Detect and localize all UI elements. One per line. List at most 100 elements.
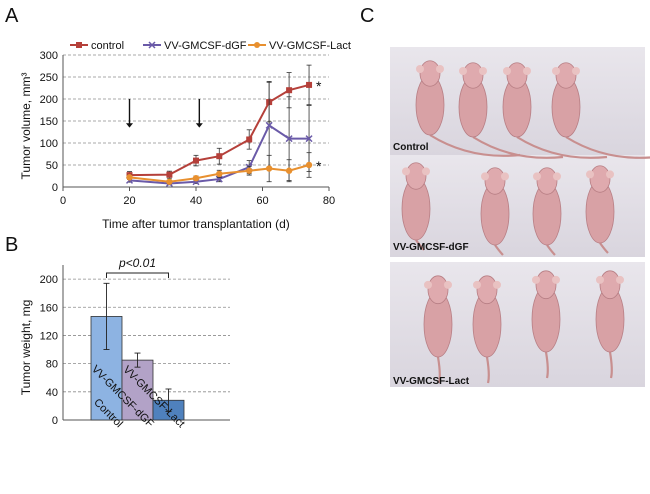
mouse-ear — [493, 280, 501, 289]
mouse-ear — [416, 65, 424, 73]
mouse — [480, 167, 510, 256]
y-tick-label: 0 — [52, 415, 58, 427]
data-point — [285, 135, 293, 143]
mouse-tail — [544, 351, 549, 379]
y-tick-label: 160 — [40, 302, 58, 314]
mouse-ear — [501, 172, 509, 181]
mouse-ear — [459, 67, 467, 75]
data-point — [216, 170, 223, 177]
x-tick-label: 80 — [323, 195, 335, 207]
mouse-ear — [552, 67, 560, 75]
mouse-tail — [608, 351, 613, 379]
arrow-head — [195, 123, 203, 128]
mouse-ear — [553, 172, 561, 181]
mouse-ear — [479, 67, 487, 75]
mouse-tail — [546, 244, 556, 256]
mouse-head — [555, 62, 577, 89]
series-line — [129, 164, 310, 183]
mouse — [415, 60, 521, 157]
y-tick-label: 0 — [52, 182, 58, 194]
mouse-ear — [473, 280, 481, 289]
y-axis-label: Tumor weight, mg — [19, 300, 33, 396]
mouse — [531, 270, 561, 379]
data-point — [265, 121, 273, 129]
mouse-tail — [472, 136, 564, 159]
mouse-tail — [599, 242, 609, 254]
panel-label-b: B — [5, 234, 18, 256]
y-tick-label: 200 — [40, 94, 58, 106]
mouse-ear — [616, 275, 624, 284]
photo-label-lact: VV-GMCSF-Lact — [393, 376, 470, 387]
mouse — [532, 167, 562, 256]
mouse — [458, 62, 564, 159]
mouse-ear — [586, 170, 594, 179]
photo-label-control: Control — [393, 142, 429, 153]
data-point — [246, 167, 253, 174]
mouse — [595, 270, 625, 379]
y-tick-label: 200 — [40, 274, 58, 286]
mouse-head — [405, 162, 427, 190]
mouse — [502, 62, 608, 159]
x-axis-label: Time after tumor transplantation (d) — [102, 217, 290, 231]
mouse-tail — [429, 134, 521, 157]
mouse-photographs: Control VV-GMCSF-dGF VV-GMCSF-Lact — [390, 47, 650, 387]
mouse-ear — [606, 170, 614, 179]
x-tick-label: 0 — [60, 195, 66, 207]
p-value-annotation: p<0.01 — [118, 256, 156, 270]
mouse-ear — [436, 65, 444, 73]
mouse-ear — [572, 67, 580, 75]
panel-label-c: C — [360, 5, 374, 27]
y-axis-label: Tumor volume, mm³ — [19, 73, 33, 180]
mouse — [423, 275, 453, 384]
data-point — [216, 153, 223, 160]
data-point — [126, 174, 133, 181]
y-tick-label: 80 — [46, 359, 58, 371]
y-tick-label: 120 — [40, 330, 58, 342]
data-point — [286, 87, 293, 94]
mouse — [472, 275, 502, 384]
mouse-ear — [523, 67, 531, 75]
mouse-ear — [596, 275, 604, 284]
arrow-head — [126, 123, 133, 128]
x-tick-label: 60 — [256, 195, 268, 207]
series-line — [129, 83, 310, 177]
data-point — [306, 81, 313, 88]
data-point — [166, 178, 173, 185]
y-tick-label: 250 — [40, 72, 58, 84]
mouse-tail — [516, 136, 608, 159]
series-VV-GMCSF-Lact — [126, 152, 313, 185]
significance-bracket — [106, 272, 169, 278]
data-point — [166, 171, 173, 178]
significance-star: * — [316, 158, 322, 174]
mouse-head — [427, 275, 449, 305]
mouse-head — [484, 167, 506, 195]
data-point — [246, 136, 253, 143]
mice-group — [401, 60, 650, 384]
y-tick-label: 150 — [40, 116, 58, 128]
mouse-tail — [565, 136, 650, 159]
mouse-ear — [533, 172, 541, 181]
mouse-tail — [415, 239, 425, 251]
data-point — [285, 167, 293, 174]
mouse-ear — [402, 167, 410, 176]
data-point — [305, 135, 313, 143]
data-point — [265, 165, 273, 172]
legend-marker — [148, 41, 156, 49]
mouse — [551, 62, 650, 159]
panel-label-a: A — [5, 5, 19, 27]
mouse-ear — [552, 275, 560, 284]
data-point — [193, 157, 199, 164]
data-point — [192, 175, 200, 182]
tumor-volume-line-chart: 0 50 100 150 200 250 300 0 20 40 60 80 Time after tu… — [19, 40, 351, 231]
mouse-head — [536, 167, 558, 195]
mouse-tail — [436, 356, 441, 384]
mouse-ear — [481, 172, 489, 181]
data-point — [305, 161, 313, 169]
y-tick-label: 300 — [40, 50, 58, 62]
series-control — [126, 64, 313, 180]
mouse-ear — [503, 67, 511, 75]
legend-label: VV-GMCSF-Lact — [269, 40, 351, 52]
legend-marker — [254, 42, 260, 48]
